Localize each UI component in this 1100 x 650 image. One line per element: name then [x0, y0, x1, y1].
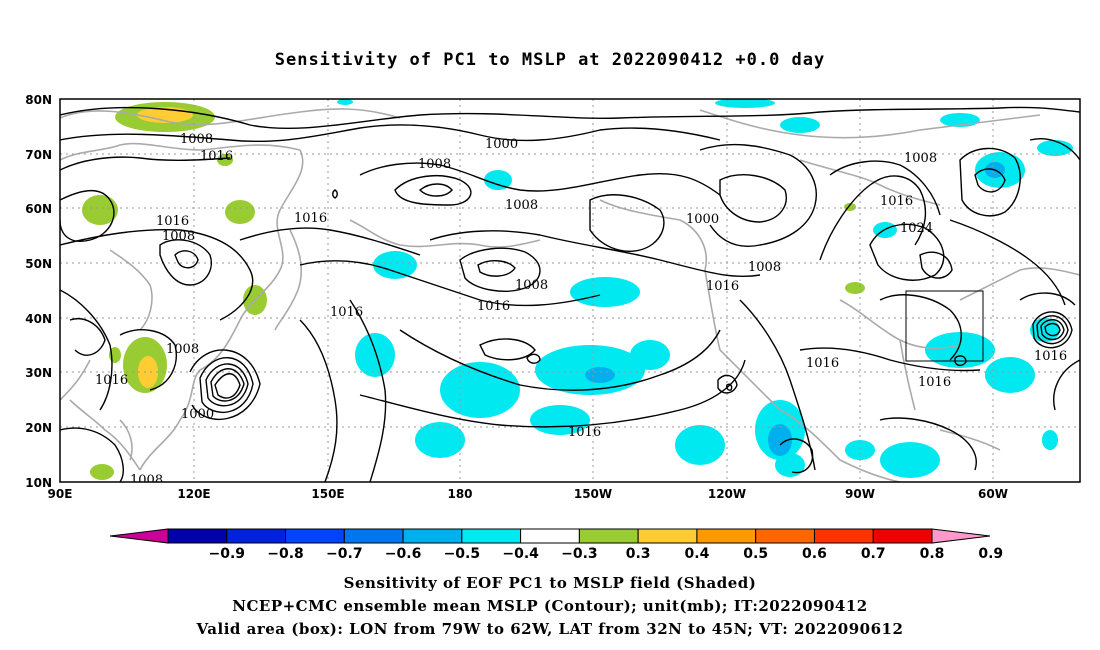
lat-tick-label: 10N [25, 476, 52, 490]
lat-tick-label: 20N [25, 421, 52, 435]
colorbar-tick-label: −0.3 [561, 546, 598, 562]
contour-label: 1008 [166, 342, 199, 357]
shading-negative-dark [585, 162, 1005, 456]
colorbar-swatch [343, 528, 404, 544]
contour-label: 1016 [918, 375, 951, 390]
chart-title: Sensitivity of PC1 to MSLP at 2022090412… [274, 50, 826, 70]
colorbar-swatch [578, 528, 639, 544]
colorbar-tick-label: 0.9 [978, 546, 1003, 562]
mslp-contours [60, 106, 1080, 482]
colorbar-tick-label: 0.4 [685, 546, 710, 562]
colorbar-arrow-left [109, 528, 169, 544]
gridlines [60, 99, 1080, 482]
lon-ticks: 90E 120E 150E 180 150W 120W 90W 60W [48, 487, 1008, 501]
lat-tick-label: 60N [25, 202, 52, 216]
map-border [59, 98, 1081, 483]
colorbar-tick-label: 0.5 [743, 546, 768, 562]
lon-tick-label: 60W [978, 487, 1008, 501]
contour-label: 1016 [806, 356, 839, 371]
lon-tick-label: 90W [845, 487, 875, 501]
colorbar [109, 528, 991, 544]
contour-label: 1016 [156, 214, 189, 229]
caption-line-1: Sensitivity of EOF PC1 to MSLP field (Sh… [343, 574, 757, 592]
colorbar-swatch [285, 528, 345, 544]
lat-tick-label: 80N [25, 93, 52, 107]
lon-tick-label: 120E [177, 487, 210, 501]
contour-label: 1016 [330, 305, 363, 320]
colorbar-tick-label: 0.8 [920, 546, 945, 562]
contour-label: 1000 [181, 407, 214, 422]
caption-line-2: NCEP+CMC ensemble mean MSLP (Contour); u… [232, 597, 868, 615]
contour-label: 1000 [485, 137, 518, 152]
colorbar-tick-label: −0.6 [385, 546, 422, 562]
contour-label: 1016 [880, 194, 913, 209]
colorbar-labels: −0.9 −0.8 −0.7 −0.6 −0.5 −0.4 −0.3 0.3 0.4 0.5 0.6… [209, 546, 1004, 562]
contour-label: 1008 [130, 473, 163, 488]
contour-label: 1008 [505, 198, 538, 213]
colorbar-tick-label: 0.6 [802, 546, 827, 562]
colorbar-tick-label: −0.8 [267, 546, 304, 562]
colorbar-tick-label: 0.7 [861, 546, 886, 562]
lat-tick-label: 30N [25, 366, 52, 380]
contour-label: 1008 [418, 157, 451, 172]
contour-label: 1016 [706, 279, 739, 294]
contour-label: 1016 [95, 373, 128, 388]
lat-ticks: 80N 70N 60N 50N 40N 30N 20N 10N [25, 93, 52, 490]
colorbar-tick-label: −0.9 [209, 546, 246, 562]
colorbar-swatch [755, 528, 815, 544]
lon-tick-label: 180 [447, 487, 472, 501]
contour-label: 1016 [568, 425, 601, 440]
colorbar-swatch [461, 528, 522, 544]
colorbar-tick-label: −0.4 [502, 546, 539, 562]
colorbar-swatch [637, 528, 698, 544]
contour-label: 1024 [900, 221, 933, 236]
contour-label: 1008 [904, 151, 937, 166]
coastlines [60, 108, 1080, 482]
lon-tick-label: 150E [311, 487, 344, 501]
colorbar-swatch [402, 528, 463, 544]
colorbar-tick-label: 0.3 [626, 546, 651, 562]
contour-label: 1016 [200, 149, 233, 164]
lon-tick-label: 90E [48, 487, 73, 501]
contour-label: 1008 [748, 260, 781, 275]
contour-label: 1008 [162, 229, 195, 244]
colorbar-arrow-right [931, 528, 991, 544]
contour-labels: 1008 1016 1016 1008 1016 1000 1008 1008 … [95, 132, 1067, 488]
colorbar-swatch [226, 528, 287, 544]
contour-label: 1016 [294, 211, 327, 226]
colorbar-tick-label: −0.5 [444, 546, 481, 562]
colorbar-swatch [520, 528, 580, 544]
contour-label: 1008 [180, 132, 213, 147]
caption-line-3: Valid area (box): LON from 79W to 62W, L… [196, 620, 904, 638]
colorbar-swatch [813, 528, 874, 544]
lat-tick-label: 50N [25, 257, 52, 271]
contour-label: 1000 [686, 212, 719, 227]
contour-label: 1016 [477, 299, 510, 314]
colorbar-tick-label: −0.7 [326, 546, 363, 562]
lat-tick-label: 40N [25, 312, 52, 326]
lon-tick-label: 120W [708, 487, 746, 501]
lat-tick-label: 70N [25, 148, 52, 162]
contour-label: 1016 [1034, 349, 1067, 364]
contour-label: 1008 [515, 278, 548, 293]
lon-tick-label: 150W [574, 487, 612, 501]
colorbar-swatch [696, 528, 757, 544]
shading-negative [337, 99, 1073, 478]
colorbar-swatch [167, 528, 228, 544]
valid-area-box [905, 290, 984, 362]
colorbar-swatch [872, 528, 933, 544]
